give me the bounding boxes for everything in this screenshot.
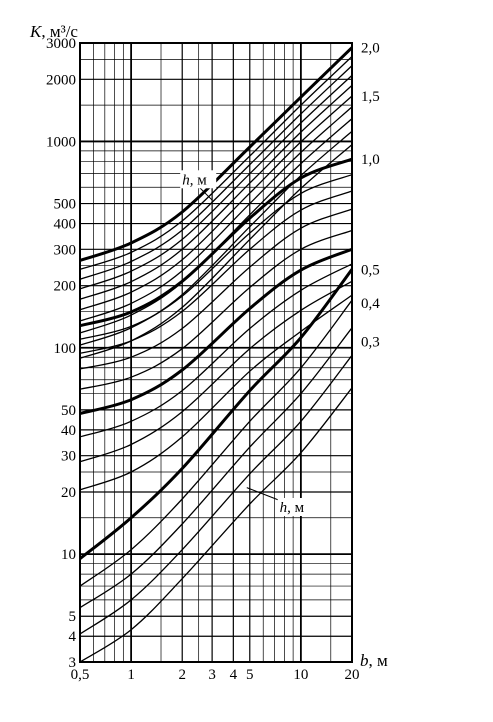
curve-depth-label: 1,5 [361,89,380,105]
annotations: h, мh, м [180,170,314,516]
series-line-h-0-5 [79,247,353,415]
y-axis-title: K, м³/с [29,22,78,41]
right-curve-labels: 2,0 1,5 1,0 0,5 0,4 0,3 [361,41,380,351]
curves [79,46,354,663]
x-tick-label: 0,5 [71,667,90,683]
y-tick-label: 1000 [46,134,76,150]
series-line-h-0-8 [79,190,353,354]
y-tick-label: 20 [61,485,76,501]
series-line-h-1-7 [79,74,353,290]
series-line-h-0-4 [79,280,353,463]
series-line-h-0-7 [79,208,353,370]
y-tick-labels: 3 4 5 10 20 30 40 50 100 200 300 400 500 1000 2000 3000 [46,36,77,671]
x-tick-labels: 0,5 1 2 3 4 5 10 20 [71,667,360,683]
x-tick-label: 2 [178,667,186,683]
y-tick-label: 3000 [46,36,76,52]
y-tick-label: 100 [54,341,77,357]
annotation-backdrop [180,170,217,189]
series-line-h-1-8 [79,65,353,280]
series-line-h-0-45 [79,263,353,438]
plot-frame [79,42,353,663]
x-tick-label: 20 [345,667,360,683]
series-line-h-2 [79,46,354,262]
curve-depth-label: 1,0 [361,152,380,168]
x-axis-symbol: b [360,651,369,670]
annotation-label: h, м [280,500,305,516]
series-line-h-0-9 [79,174,353,340]
annotation-symbol: h [280,500,288,516]
y-axis-symbol: K [29,22,43,41]
series-line-h-1 [79,157,353,328]
y-tick-label: 200 [54,279,77,295]
series-line-h-0-15 [79,354,353,635]
annotation-unit: , м [190,172,208,188]
x-tick-label: 10 [293,667,308,683]
y-tick-label: 50 [61,403,76,419]
series-line-h-0-25 [79,299,353,587]
grid [79,42,353,663]
y-tick-label: 500 [54,197,77,213]
y-tick-label: 300 [54,242,77,258]
y-tick-label: 40 [61,423,76,439]
series-line-h-0-2 [79,327,353,609]
annotation-pointer [246,487,284,503]
series-line-h-1-5 [79,95,353,311]
y-tick-label: 5 [69,609,77,625]
annotation-symbol: h [182,172,190,188]
x-tick-label: 5 [246,667,254,683]
y-tick-label: 30 [61,449,76,465]
annotation-backdrop [277,497,314,516]
x-axis-unit: , м [369,651,389,670]
curve-depth-label: 2,0 [361,41,380,57]
series-line-h-0-3 [79,268,354,560]
curve-depth-label: 0,3 [361,335,380,351]
curve-depth-label: 0,4 [361,296,380,312]
series-line-h-0-35 [79,294,353,491]
series-line-h-1-2 [79,130,353,346]
annotation-label: h, м [182,172,207,188]
annotation-unit: , м [287,500,305,516]
y-tick-label: 2000 [46,72,76,88]
x-tick-label: 1 [127,667,135,683]
series-line-h-0-1 [79,387,353,663]
y-tick-label: 10 [61,547,76,563]
series-line-h-1-9 [79,56,353,270]
series-line-h-0-6 [79,229,353,390]
y-axis-unit: , м³/с [41,22,78,41]
x-tick-label: 4 [230,667,238,683]
y-tick-label: 400 [54,217,77,233]
curve-depth-label: 0,5 [361,262,380,278]
x-tick-label: 3 [208,667,216,683]
series-line-h-1-6 [79,84,353,300]
series-line-h-1-4 [79,106,353,322]
y-tick-label: 3 [69,655,77,671]
y-tick-label: 4 [69,629,77,645]
x-axis-title: b, м [360,651,388,670]
